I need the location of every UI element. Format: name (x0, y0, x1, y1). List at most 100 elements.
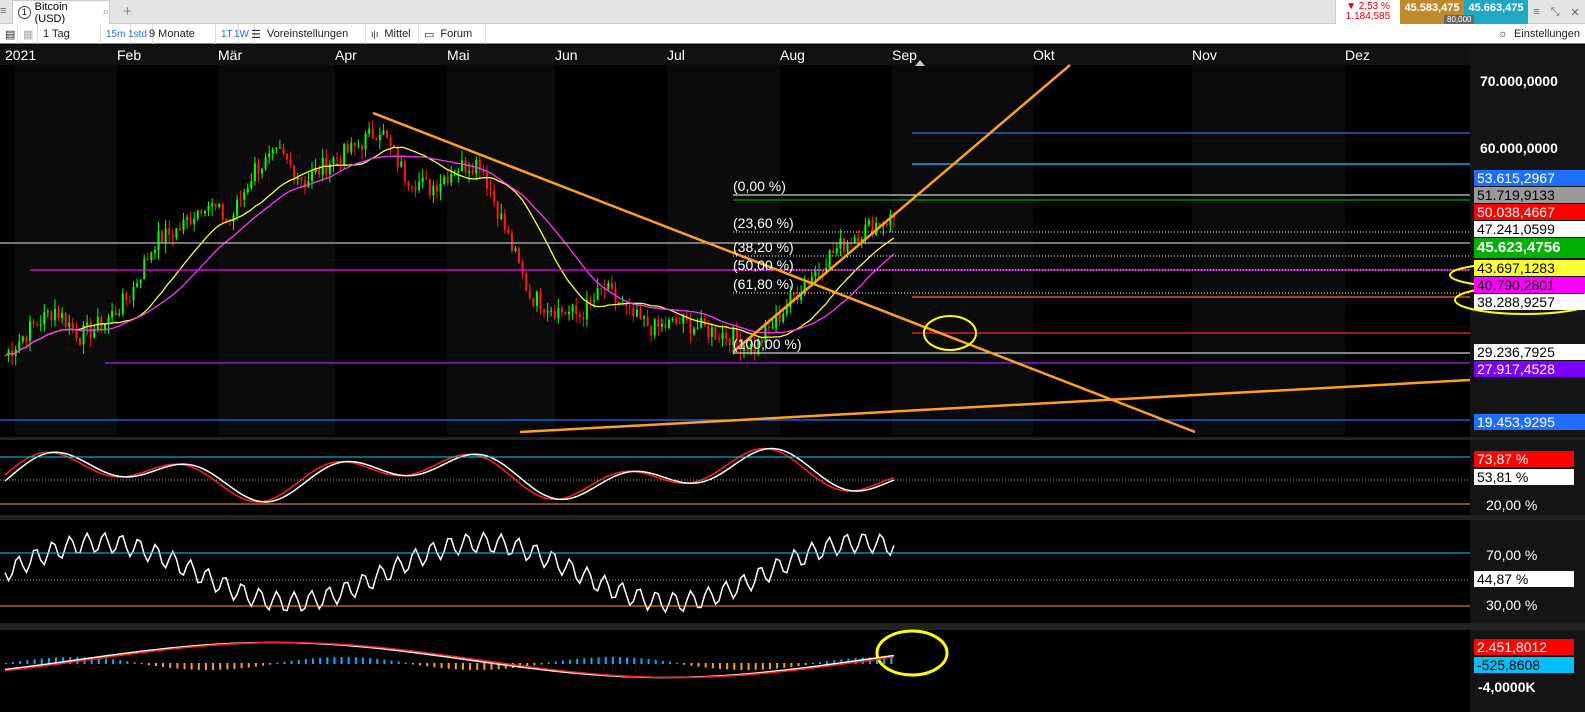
candle (550, 310, 553, 312)
indicator-button[interactable]: ı|ı Mittel (366, 24, 419, 44)
macd-signal (4, 641, 895, 679)
settings-button[interactable]: ☼ Einstellungen (1493, 24, 1585, 44)
macd-histogram-bar (397, 661, 400, 664)
macd-histogram-bar (826, 661, 829, 664)
candle (500, 213, 503, 220)
candle (510, 233, 513, 251)
candle (389, 137, 392, 145)
macd-histogram-bar (733, 663, 736, 670)
macd-histogram-bar (112, 659, 115, 664)
menu-icon[interactable]: ≡ (1533, 6, 1540, 18)
macd-histogram-bar (54, 657, 57, 664)
price-tag: 47.241,0599 (1474, 221, 1585, 237)
window-controls[interactable]: ≡ ⤡ ✕ (1528, 0, 1585, 24)
macd-line (4, 641, 895, 679)
macd-histogram-bar (526, 663, 529, 667)
candle (557, 307, 560, 319)
macd-histogram-bar (262, 663, 265, 666)
candle (307, 180, 310, 188)
month-label-11: Dez (1345, 47, 1370, 63)
candle (528, 290, 531, 299)
candle (211, 203, 214, 207)
macd-histogram-bar (661, 660, 664, 664)
candle (36, 324, 39, 326)
macd-histogram-bar (626, 657, 629, 664)
macd-histogram-bar (362, 657, 364, 664)
candle (775, 313, 778, 328)
macd-histogram-bar (190, 663, 193, 670)
macd-histogram-bar (890, 657, 893, 664)
grid-icon[interactable]: ▦ (18, 24, 38, 44)
macd-histogram-bar (818, 662, 821, 664)
candle (682, 315, 685, 324)
candle (600, 288, 603, 290)
moving-average-magenta (4, 155, 895, 357)
candle (842, 238, 845, 252)
macd-histogram-bar (90, 657, 93, 664)
menu-icon[interactable]: ≡ (0, 5, 7, 17)
macd-histogram-bar (604, 657, 607, 664)
macd-histogram-bar (269, 663, 272, 665)
candle (150, 252, 153, 261)
candle (578, 313, 581, 318)
candle (425, 177, 428, 180)
macd-histogram-bar (40, 658, 43, 664)
indicator-tag: 53,81 % (1474, 469, 1574, 485)
candle (332, 157, 335, 165)
month-label-1: Feb (117, 47, 142, 63)
interval-15m[interactable]: 15m (101, 24, 132, 44)
forum-button[interactable]: ▭ Forum (419, 24, 486, 44)
highlight-ellipse (875, 629, 949, 677)
candle (289, 159, 292, 166)
macd-histogram-bar (297, 659, 300, 664)
candle (764, 326, 767, 344)
minimize-icon[interactable]: ⤡ (1550, 5, 1560, 18)
range-1t[interactable]: 1T (216, 24, 239, 44)
macd-histogram-bar (633, 657, 636, 664)
search-icon[interactable]: ⌕ (102, 6, 109, 18)
presets-button[interactable]: ☰ Voreinstellungen (246, 24, 366, 44)
macd-histogram-bar (569, 659, 572, 664)
close-icon[interactable]: ✕ (1570, 6, 1580, 19)
candle (792, 293, 795, 295)
tab-bitcoin[interactable]: 1 Bitcoin (USD) ⌕ (12, 0, 110, 25)
chart-canvas[interactable] (0, 45, 1585, 712)
candle (39, 324, 42, 326)
ask-price[interactable]: 45.663,475 80,000 (1444, 0, 1528, 24)
candle (371, 128, 374, 139)
price-tag: 45.623,4756 (1474, 238, 1585, 258)
candle (518, 248, 521, 263)
candle (521, 262, 524, 274)
candle (610, 283, 613, 289)
tab-number: 1 (18, 6, 31, 19)
add-tab-button[interactable]: + (123, 3, 132, 20)
candle (286, 153, 289, 160)
macd-histogram-bar (183, 663, 186, 670)
list-icon[interactable]: ▤ (0, 24, 18, 44)
candle (496, 201, 499, 220)
range-1w[interactable]: 1W (229, 24, 255, 44)
range-select[interactable]: 9 Monate (144, 24, 216, 44)
candle (503, 213, 506, 230)
price-tag: 27.917,4528 (1474, 361, 1585, 377)
candle (86, 322, 89, 325)
candle (553, 310, 556, 319)
price-tag: 50.038,4667 (1474, 204, 1585, 220)
candle (678, 323, 681, 325)
month-label-3: Apr (335, 47, 357, 63)
candle (61, 313, 64, 318)
trend-line (732, 64, 1071, 353)
interval-select[interactable]: 1 Tag (38, 24, 101, 44)
candle (689, 319, 692, 335)
candle (735, 328, 738, 340)
candle (382, 130, 385, 135)
macd-histogram-bar (347, 657, 350, 664)
candle (78, 338, 81, 345)
candle (385, 130, 388, 138)
macd-histogram-bar (333, 657, 336, 664)
macd-histogram-bar (440, 663, 443, 669)
candle (800, 293, 803, 300)
spread: 80,000 (1444, 15, 1475, 24)
interval-1std[interactable]: 1std (123, 24, 153, 44)
change-box: ▼ 2,53 % 1.184,585 (1335, 0, 1400, 24)
